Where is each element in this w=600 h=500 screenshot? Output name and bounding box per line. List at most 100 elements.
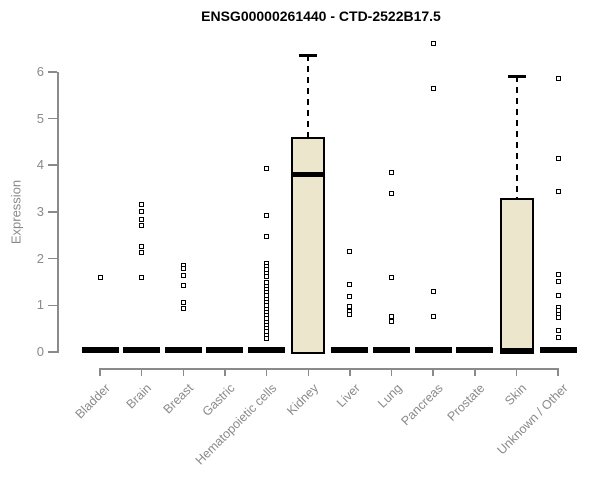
x-axis-tick-label: Breast (160, 381, 197, 417)
outlier-point (180, 306, 186, 312)
zero-box-bar (373, 346, 411, 353)
zero-box-bar (331, 346, 369, 353)
x-axis-tick-label: Kidney (284, 381, 322, 418)
whisker (307, 55, 310, 138)
outlier-point (139, 274, 145, 280)
outlier-point (139, 244, 145, 250)
box (291, 137, 326, 354)
x-axis-tick (224, 368, 226, 376)
x-axis-tick (432, 368, 434, 376)
x-axis-tick-label: Prostate (444, 381, 488, 424)
x-axis-tick (307, 368, 309, 376)
x-axis-tick (557, 368, 559, 376)
outlier-point (139, 209, 145, 215)
outlier-point (430, 314, 436, 320)
zero-box-bar (206, 346, 244, 353)
x-axis-line (99, 368, 560, 370)
whisker-cap (507, 75, 526, 78)
zero-box-bar (81, 346, 119, 353)
y-axis-tick-label: 0 (36, 344, 44, 359)
x-axis-tick (99, 368, 101, 376)
outlier-point (264, 213, 270, 219)
outlier-point (347, 312, 353, 318)
outlier-point (139, 250, 145, 256)
outlier-point (555, 335, 561, 341)
y-axis-tick (48, 257, 57, 260)
y-axis-tick (48, 117, 57, 120)
x-axis-tick-label: Hematopoietic cells (192, 381, 280, 468)
outlier-point (180, 266, 186, 272)
whisker (515, 76, 518, 198)
zero-box-bar (248, 346, 286, 353)
zero-box-bar (414, 346, 452, 353)
y-axis-tick (48, 211, 57, 213)
outlier-point (389, 274, 395, 280)
y-axis-tick-label: 3 (36, 203, 44, 219)
x-axis-tick-label: Liver (333, 381, 363, 411)
outlier-point (389, 169, 395, 175)
x-axis-tick-label: Bladder (72, 381, 113, 422)
y-axis-tick-label: 5 (36, 110, 44, 126)
whisker-cap (299, 54, 318, 57)
outlier-point (555, 315, 561, 321)
y-axis-tick (48, 164, 57, 166)
outlier-point (264, 273, 270, 279)
chart-title: ENSG00000261440 - CTD-2522B17.5 (201, 8, 441, 24)
x-axis-tick (474, 368, 476, 376)
outlier-point (555, 76, 561, 82)
outlier-point (347, 304, 353, 310)
x-axis-tick (265, 368, 268, 376)
x-axis-tick (349, 368, 351, 376)
zero-box-bar (539, 346, 577, 353)
y-axis-tick-label: 1 (36, 297, 44, 313)
x-axis-tick-label: Pancreas (398, 381, 447, 429)
x-axis-tick-label: Gastric (199, 381, 238, 419)
outlier-point (555, 155, 561, 161)
outlier-point (555, 279, 561, 285)
x-axis-tick (182, 368, 185, 376)
y-axis-tick (48, 351, 57, 353)
x-axis-tick-label: Lung (374, 381, 405, 411)
outlier-point (430, 288, 436, 294)
x-axis-tick (390, 368, 393, 376)
x-axis-tick (140, 368, 143, 376)
y-axis-tick-label: 6 (36, 63, 44, 79)
zero-box-bar (456, 346, 494, 353)
box (499, 197, 534, 354)
outlier-point (347, 281, 353, 287)
outlier-point (180, 300, 186, 306)
y-axis-line (57, 71, 59, 353)
x-axis-tick-label: Skin (502, 381, 530, 409)
median-line (499, 348, 534, 354)
outlier-point (264, 233, 270, 239)
outlier-point (347, 249, 353, 255)
outlier-point (555, 328, 561, 334)
outlier-point (555, 272, 561, 278)
y-axis-tick (48, 304, 57, 307)
outlier-point (264, 165, 270, 171)
x-axis-tick (515, 368, 518, 376)
zero-box-bar (123, 346, 161, 353)
outlier-point (430, 41, 436, 47)
outlier-point (97, 274, 103, 280)
outlier-point (139, 202, 145, 208)
outlier-point (180, 282, 186, 288)
x-axis-tick-label: Brain (124, 381, 155, 412)
outlier-point (555, 292, 561, 298)
y-axis-tick-label: 2 (36, 250, 44, 266)
y-axis-tick (48, 71, 57, 73)
zero-box-bar (164, 346, 202, 353)
outlier-point (430, 85, 436, 91)
outlier-point (139, 223, 145, 229)
outlier-point (389, 314, 395, 320)
outlier-point (389, 319, 395, 325)
outlier-point (264, 335, 270, 341)
median-line (291, 171, 326, 178)
outlier-point (555, 189, 561, 195)
outlier-point (389, 190, 395, 196)
outlier-point (347, 294, 353, 300)
outlier-point (139, 217, 145, 223)
y-axis-tick-label: 4 (36, 157, 44, 173)
outlier-point (180, 273, 186, 279)
